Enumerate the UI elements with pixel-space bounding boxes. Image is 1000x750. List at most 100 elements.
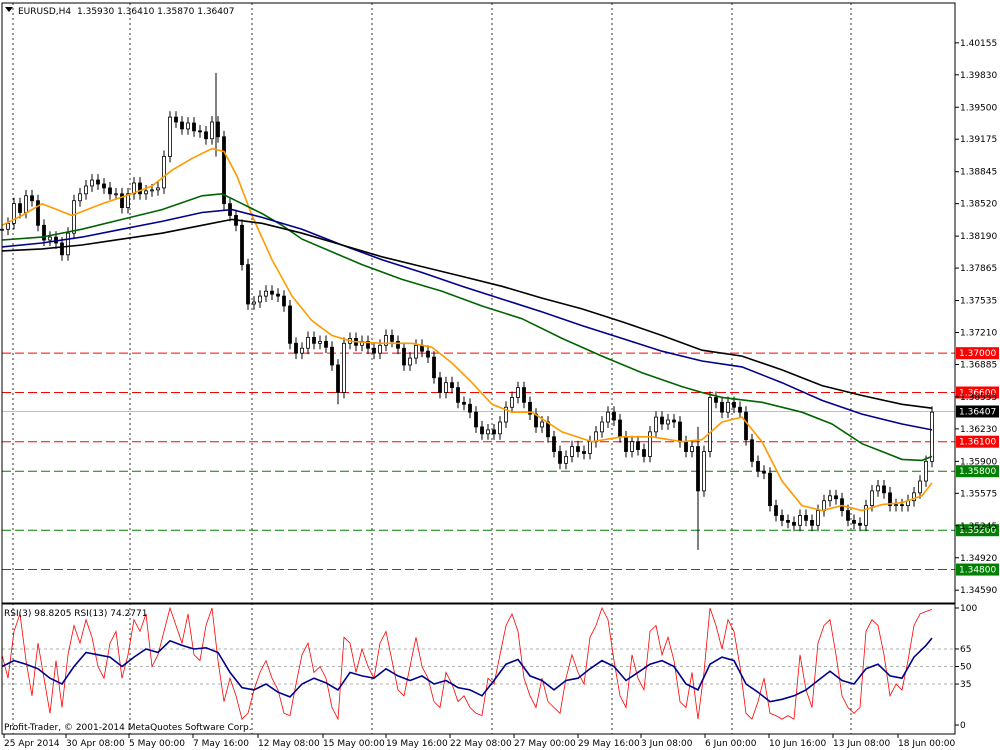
candle-body [312, 337, 316, 344]
price-tick-label: 1.34920 [960, 554, 997, 564]
candle-body [210, 121, 214, 140]
candle-body [852, 519, 856, 524]
candle-body [618, 419, 622, 438]
candle-body [810, 519, 814, 526]
candle-body [144, 190, 148, 195]
candle-body [222, 136, 226, 205]
candle-body [66, 232, 70, 256]
price-tick-label: 1.38520 [960, 200, 997, 210]
candle-body [576, 446, 580, 452]
time-tick-label: 7 May 16:00 [193, 739, 249, 749]
price-tick-label: 1.39175 [960, 135, 997, 145]
candle-body [918, 480, 922, 494]
candle-body [36, 200, 40, 226]
candle-body [282, 295, 286, 307]
candle-body [450, 382, 454, 388]
candle-body [306, 337, 310, 349]
candle-body [516, 387, 520, 398]
level-label: 1.36600 [959, 389, 996, 399]
candle-body [108, 187, 112, 195]
level-label: 1.35200 [959, 526, 996, 536]
candle-body [864, 505, 868, 526]
level-label: 1.37000 [959, 349, 996, 359]
price-tick-label: 1.35900 [960, 457, 997, 467]
candle-body [882, 485, 886, 494]
rsi-panel [1, 606, 955, 721]
candle-body [774, 505, 778, 516]
candle-body [84, 185, 88, 195]
candle-body [642, 449, 646, 457]
time-tick-label: 18 Jun 00:00 [898, 739, 955, 749]
candle-body [720, 401, 724, 413]
triangle-down-icon[interactable] [5, 7, 13, 12]
candle-body [42, 224, 46, 241]
price-axis: 1.40155 1.39830 1.39500 1.39175 1.38845 1.385… [1, 2, 997, 735]
candle-body [900, 504, 904, 507]
time-tick-label: 3 Jun 08:00 [641, 739, 693, 749]
candle-body [372, 347, 376, 354]
moving-average-line [1, 208, 933, 431]
candle-body [870, 490, 874, 507]
time-tick-label: 29 May 16:00 [578, 739, 640, 749]
candle-body [744, 411, 748, 441]
candle-body [558, 451, 562, 464]
price-panel-frame [1, 2, 956, 604]
candle-body [78, 193, 82, 202]
rsi-tick-label: 35 [960, 680, 971, 690]
level-label: 1.34800 [959, 566, 996, 576]
moving-average-line [1, 147, 933, 512]
candle-body [762, 470, 766, 474]
candle-body [252, 301, 256, 305]
price-tick-label: 1.40155 [960, 39, 997, 49]
candle-body [432, 356, 436, 379]
candle-body [30, 195, 34, 202]
rsi-header: RSI(3) 98.8205 RSI(13) 74.2771 [4, 609, 147, 619]
symbol-label: EURUSD,H4 [18, 7, 71, 17]
rsi-series-line [1, 606, 933, 721]
rsi-tick-label: 100 [960, 604, 977, 614]
candle-body [90, 179, 94, 187]
candle-body [738, 406, 742, 413]
candle-body [366, 340, 370, 349]
candle-body [300, 347, 304, 354]
level-label: 1.36100 [959, 438, 996, 448]
moving-average-line [1, 192, 933, 462]
current-price-label: 1.36407 [959, 407, 996, 417]
time-tick-label: 5 May 00:00 [129, 739, 185, 749]
candle-body [6, 222, 10, 230]
candle-body [768, 472, 772, 507]
price-tick-label: 1.39500 [960, 103, 997, 113]
candle-body [270, 290, 274, 295]
price-tick-label: 1.36885 [960, 360, 997, 370]
time-tick-label: 22 May 08:00 [450, 739, 512, 749]
candle-body [408, 357, 412, 366]
rsi-tick-label: 65 [960, 645, 971, 655]
candle-body [258, 295, 262, 303]
candle-body [492, 429, 496, 435]
candle-body [648, 431, 652, 457]
candle-body [612, 411, 616, 421]
level-label-box [956, 563, 999, 576]
candle-body [486, 429, 490, 435]
candle-body [474, 411, 478, 428]
candle-body [786, 519, 790, 523]
level-label-box [956, 524, 999, 537]
candle-body [114, 193, 118, 196]
candle-body [426, 350, 430, 358]
time-tick-label: 19 May 16:00 [386, 739, 448, 749]
candle-body [756, 460, 760, 472]
candle-body [60, 242, 64, 256]
candle-body [666, 419, 670, 425]
rsi-series-line [1, 637, 933, 703]
candle-body [138, 182, 142, 195]
price-tick-label: 1.36555 [960, 393, 997, 403]
candle-body [444, 382, 448, 393]
candle-body [630, 441, 634, 452]
time-tick-label: 6 Jun 00:00 [705, 739, 757, 749]
candle-body [690, 446, 694, 452]
candle-body [834, 495, 838, 500]
candle-body [402, 347, 406, 366]
